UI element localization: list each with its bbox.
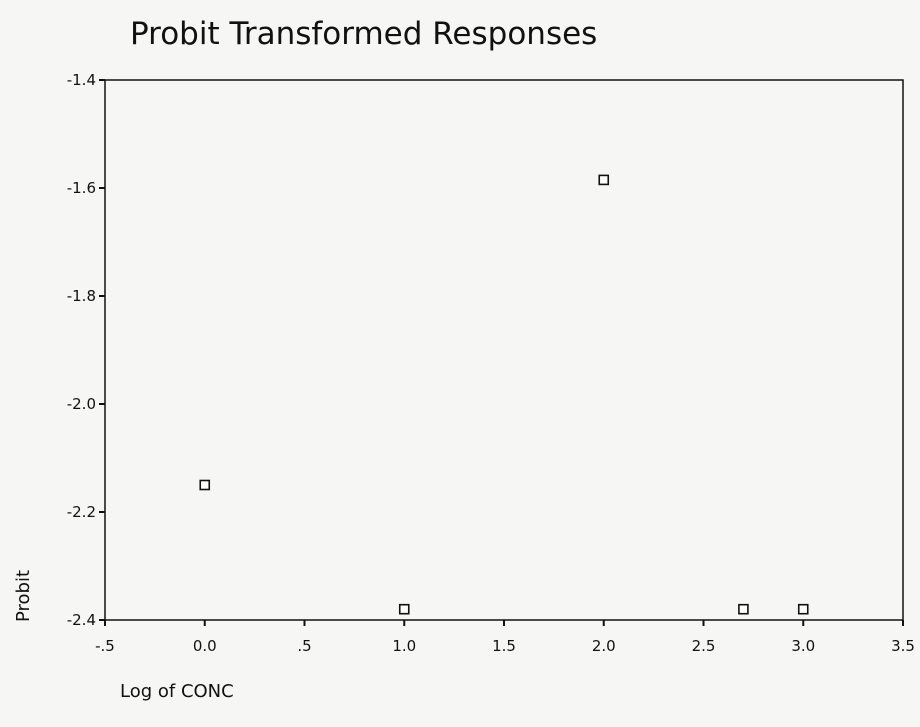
plot-frame bbox=[104, 79, 904, 621]
x-tick-label: 0.0 bbox=[193, 637, 217, 655]
y-tick-label: -2.4 bbox=[67, 611, 96, 629]
x-tick-label: 3.0 bbox=[791, 637, 815, 655]
x-tick-label: -.5 bbox=[95, 637, 115, 655]
point bbox=[797, 603, 809, 615]
point bbox=[738, 603, 749, 615]
y-tick-label: -2.2 bbox=[67, 503, 96, 521]
x-tick-label: 2.5 bbox=[692, 637, 716, 655]
point bbox=[598, 174, 610, 186]
y-tick-label: -1.4 bbox=[67, 71, 96, 89]
x-tick-label: 2.0 bbox=[592, 637, 616, 655]
chart-title: Probit Transformed Responses bbox=[130, 16, 597, 52]
point bbox=[199, 479, 211, 491]
x-tick-label: 1.5 bbox=[492, 637, 516, 655]
y-tick-label: -1.8 bbox=[67, 287, 96, 305]
x-tick-label: 3.5 bbox=[891, 637, 915, 655]
y-tick-label: -1.6 bbox=[67, 179, 96, 197]
x-tick-label: .5 bbox=[297, 637, 311, 655]
point bbox=[398, 603, 410, 615]
x-tick-label: 1.0 bbox=[392, 637, 416, 655]
y-tick-label: -2.0 bbox=[67, 395, 96, 413]
y-axis-label: Probit bbox=[13, 570, 34, 622]
x-axis-label: Log of CONC bbox=[120, 681, 234, 702]
